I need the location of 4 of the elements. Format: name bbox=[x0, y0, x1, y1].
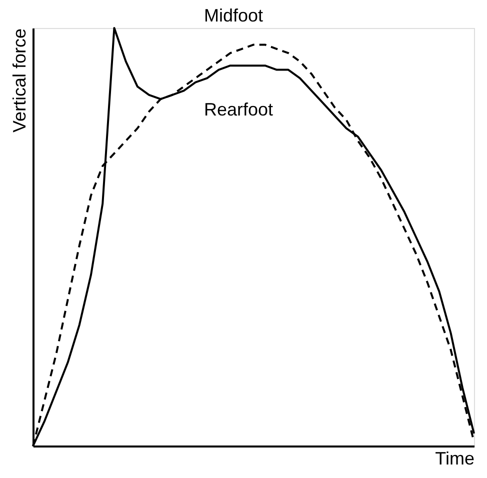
series-label: Midfoot bbox=[204, 6, 264, 26]
series-label: Rearfoot bbox=[204, 100, 274, 120]
y-axis-title: Vertical force bbox=[10, 28, 30, 133]
x-axis-title: Time bbox=[435, 448, 474, 468]
